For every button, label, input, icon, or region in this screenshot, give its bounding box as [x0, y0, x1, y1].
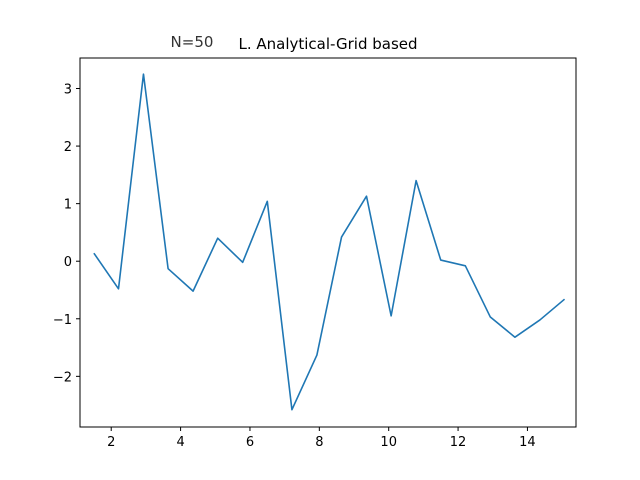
y-tick-label: −1 [53, 313, 72, 328]
x-tick-label: 2 [107, 435, 115, 450]
series-layer [93, 73, 566, 411]
y-tick-label: 3 [64, 83, 72, 98]
y-tick-label: 0 [64, 255, 72, 270]
x-tick-label: 14 [519, 435, 536, 450]
chart-title: L. Analytical-Grid based [238, 35, 417, 53]
x-tick-label: 4 [176, 435, 184, 450]
y-tick-label: 2 [64, 140, 72, 155]
series-line [93, 73, 566, 411]
chart-annotation: N=50 [171, 33, 214, 51]
y-axis: −2 −1 0 1 2 3 [53, 83, 80, 385]
x-axis: 2 4 6 8 10 12 14 [107, 427, 536, 450]
plot-area-frame [79, 57, 577, 428]
y-tick-label: 1 [64, 198, 72, 213]
x-tick-label: 12 [450, 435, 467, 450]
x-tick-label: 10 [380, 435, 397, 450]
y-tick-label: −2 [53, 370, 72, 385]
x-tick-label: 6 [246, 435, 254, 450]
x-tick-label: 8 [315, 435, 323, 450]
